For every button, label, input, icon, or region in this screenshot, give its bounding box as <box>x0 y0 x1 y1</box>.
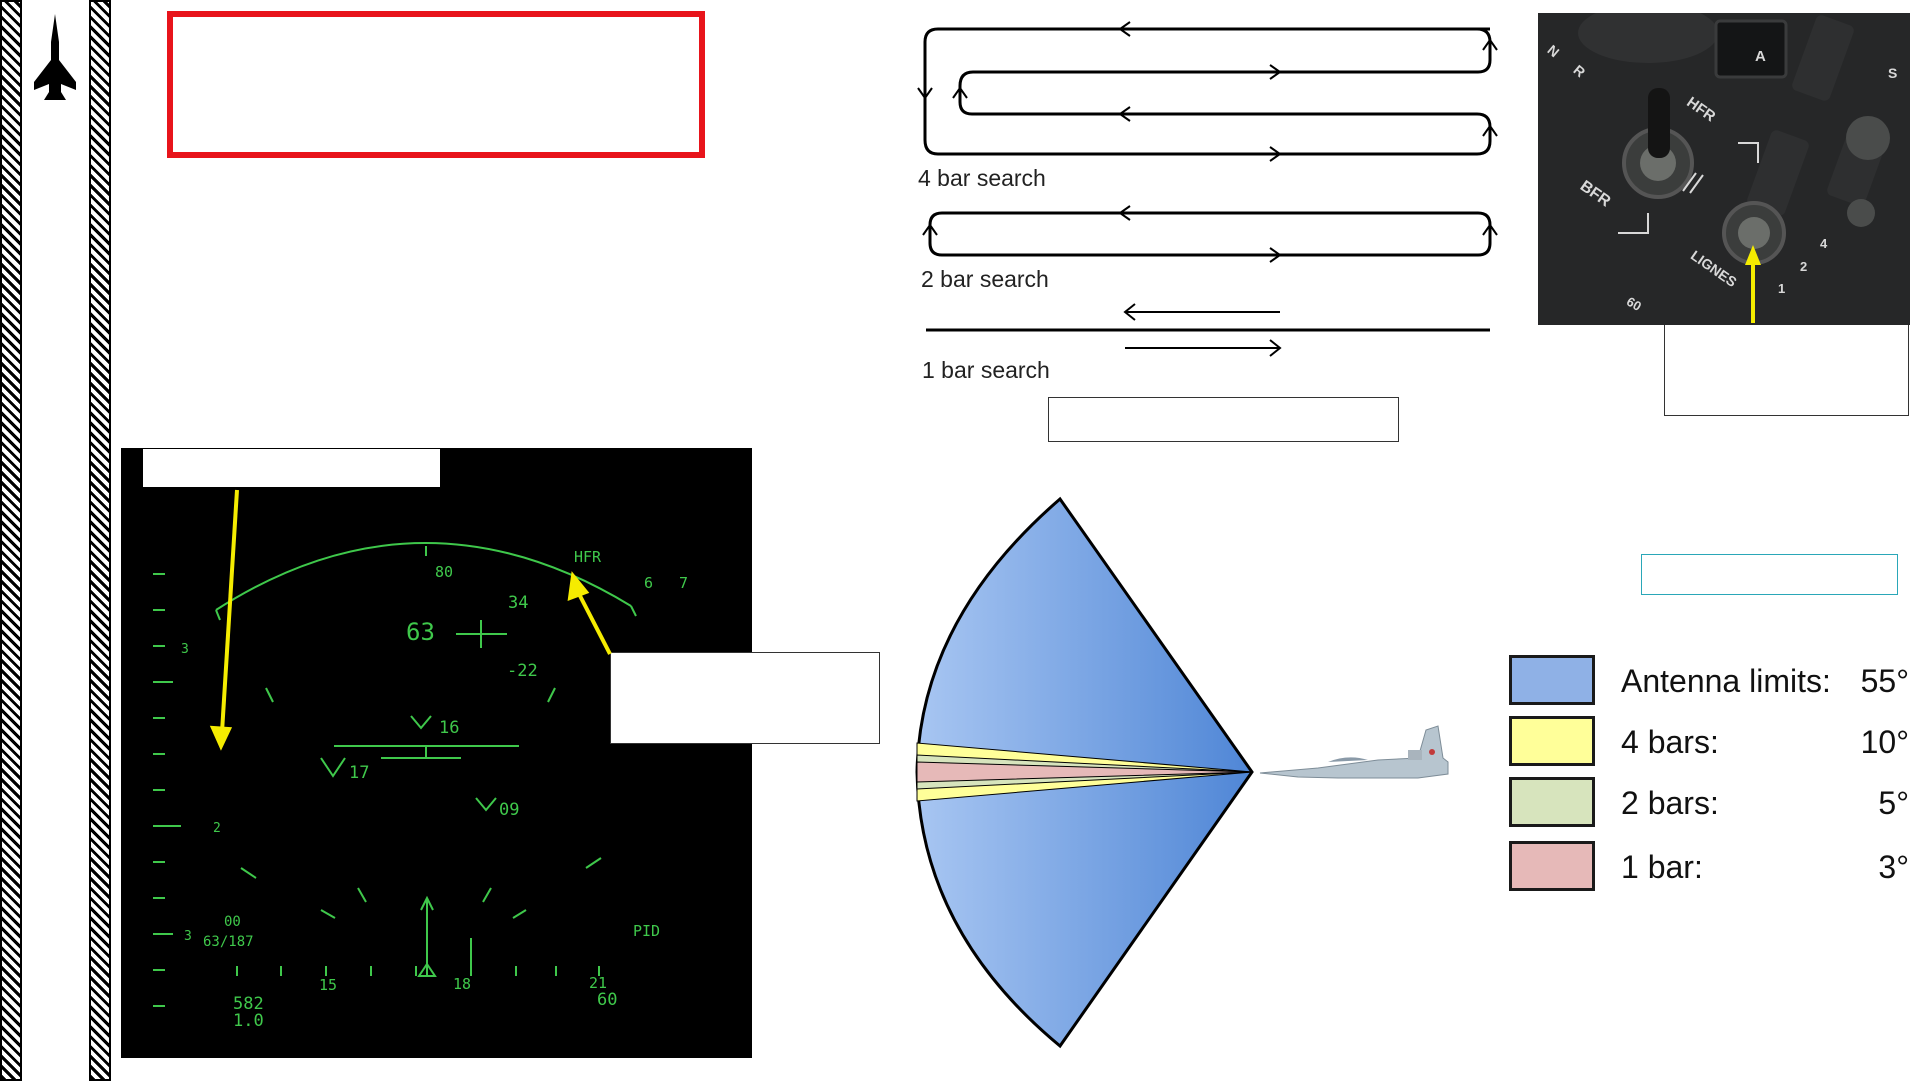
target-2-label: 17 <box>349 763 369 783</box>
mode-caption-box <box>610 652 880 744</box>
fighter-jet-image <box>1258 722 1453 780</box>
tick-15-label: 15 <box>319 976 337 994</box>
legend-value-2-bars: 5° <box>1878 785 1909 821</box>
panel-label-s: S <box>1888 65 1897 81</box>
altitude-upper: 34 <box>508 593 528 613</box>
legend-swatch-4-bars <box>1509 716 1595 766</box>
legend-value-4-bars: 10° <box>1860 724 1909 760</box>
scale-right-1: 6 <box>644 574 653 592</box>
altitude-lower: -22 <box>507 661 538 681</box>
legend-swatch-antenna <box>1509 655 1595 705</box>
scan-caption-box <box>1048 397 1399 442</box>
speed-value: 582 <box>233 994 264 1014</box>
tick-60-label: 60 <box>597 990 617 1010</box>
bottom-left-bottom: 63/187 <box>203 934 254 950</box>
cockpit-panel-photo: A N R S HFR BFR LIGNES 4 2 1 60 <box>1538 13 1910 325</box>
left-scale-lower: 3 <box>184 929 192 944</box>
panel-label-2: 2 <box>1800 259 1807 274</box>
left-hatch-bar <box>0 0 22 1081</box>
legend-label-1-bar: 1 bar: <box>1621 849 1703 885</box>
scan-patterns-diagram <box>917 21 1498 357</box>
pid-label: PID <box>633 922 660 940</box>
bottom-left-top: 00 <box>224 914 241 930</box>
radar-display: 80 HFR 6 7 3 2 3 63 34 -22 <box>121 448 752 1058</box>
legend-item-2-bars: 2 bars: 5° <box>1509 777 1909 829</box>
scan-label-2-bar: 2 bar search <box>921 266 1049 292</box>
legend-value-antenna: 55° <box>1860 663 1909 699</box>
panel-caption-box <box>1664 323 1909 416</box>
legend-value-1-bar: 3° <box>1878 849 1909 885</box>
highlight-frame <box>167 11 705 158</box>
scan-label-4-bar: 4 bar search <box>918 165 1046 191</box>
legend-swatch-2-bars <box>1509 777 1595 827</box>
radar-mode-label: HFR <box>574 548 602 566</box>
legend-label-2-bars: 2 bars: <box>1621 785 1719 821</box>
left-scale-upper: 3 <box>181 642 189 657</box>
mach-value: 1.0 <box>233 1011 264 1031</box>
legend-item-antenna: Antenna limits: 55° <box>1509 655 1909 707</box>
panel-label-60: 60 <box>1624 294 1644 314</box>
panel-label-a: A <box>1755 48 1766 65</box>
tick-21-label: 21 <box>589 974 607 992</box>
range-value: 63 <box>406 618 435 646</box>
tick-18-label: 18 <box>453 975 471 993</box>
legend-label-4-bars: 4 bars: <box>1621 724 1719 760</box>
scale-right-2: 7 <box>679 574 688 592</box>
panel-label-4: 4 <box>1820 236 1828 251</box>
legend-label-antenna: Antenna limits: <box>1621 663 1831 699</box>
legend-caption-box <box>1641 554 1898 595</box>
panel-label-1: 1 <box>1778 281 1785 296</box>
heading-scale-label: 80 <box>435 563 453 581</box>
legend-item-1-bar: 1 bar: 3° <box>1509 841 1909 893</box>
legend-swatch-1-bar <box>1509 841 1595 891</box>
target-1-label: 16 <box>439 718 459 738</box>
target-3-label: 09 <box>499 800 519 820</box>
right-hatch-bar <box>89 0 111 1081</box>
scan-label-1-bar: 1 bar search <box>922 357 1050 383</box>
aircraft-silhouette-icon <box>30 12 80 104</box>
radar-caption-box <box>143 449 440 487</box>
legend-item-4-bars: 4 bars: 10° <box>1509 716 1909 768</box>
antenna-coverage-diagram <box>915 496 1254 1049</box>
left-marker: 2 <box>213 821 221 836</box>
